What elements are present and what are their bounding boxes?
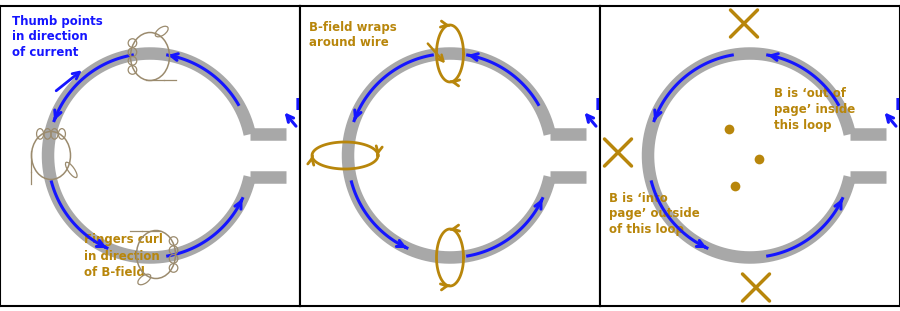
Text: B is ‘out of
page’ inside
this loop: B is ‘out of page’ inside this loop xyxy=(774,86,855,132)
Text: I: I xyxy=(295,98,301,113)
Text: B is ‘into
page’ outside
of this loop: B is ‘into page’ outside of this loop xyxy=(609,192,700,236)
Text: I: I xyxy=(895,98,900,113)
Text: I: I xyxy=(595,98,600,113)
Text: B-field wraps
around wire: B-field wraps around wire xyxy=(309,21,397,49)
Text: Fingers curl
in direction
of B-field: Fingers curl in direction of B-field xyxy=(84,234,163,278)
Text: Thumb points
in direction
of current: Thumb points in direction of current xyxy=(12,15,103,59)
